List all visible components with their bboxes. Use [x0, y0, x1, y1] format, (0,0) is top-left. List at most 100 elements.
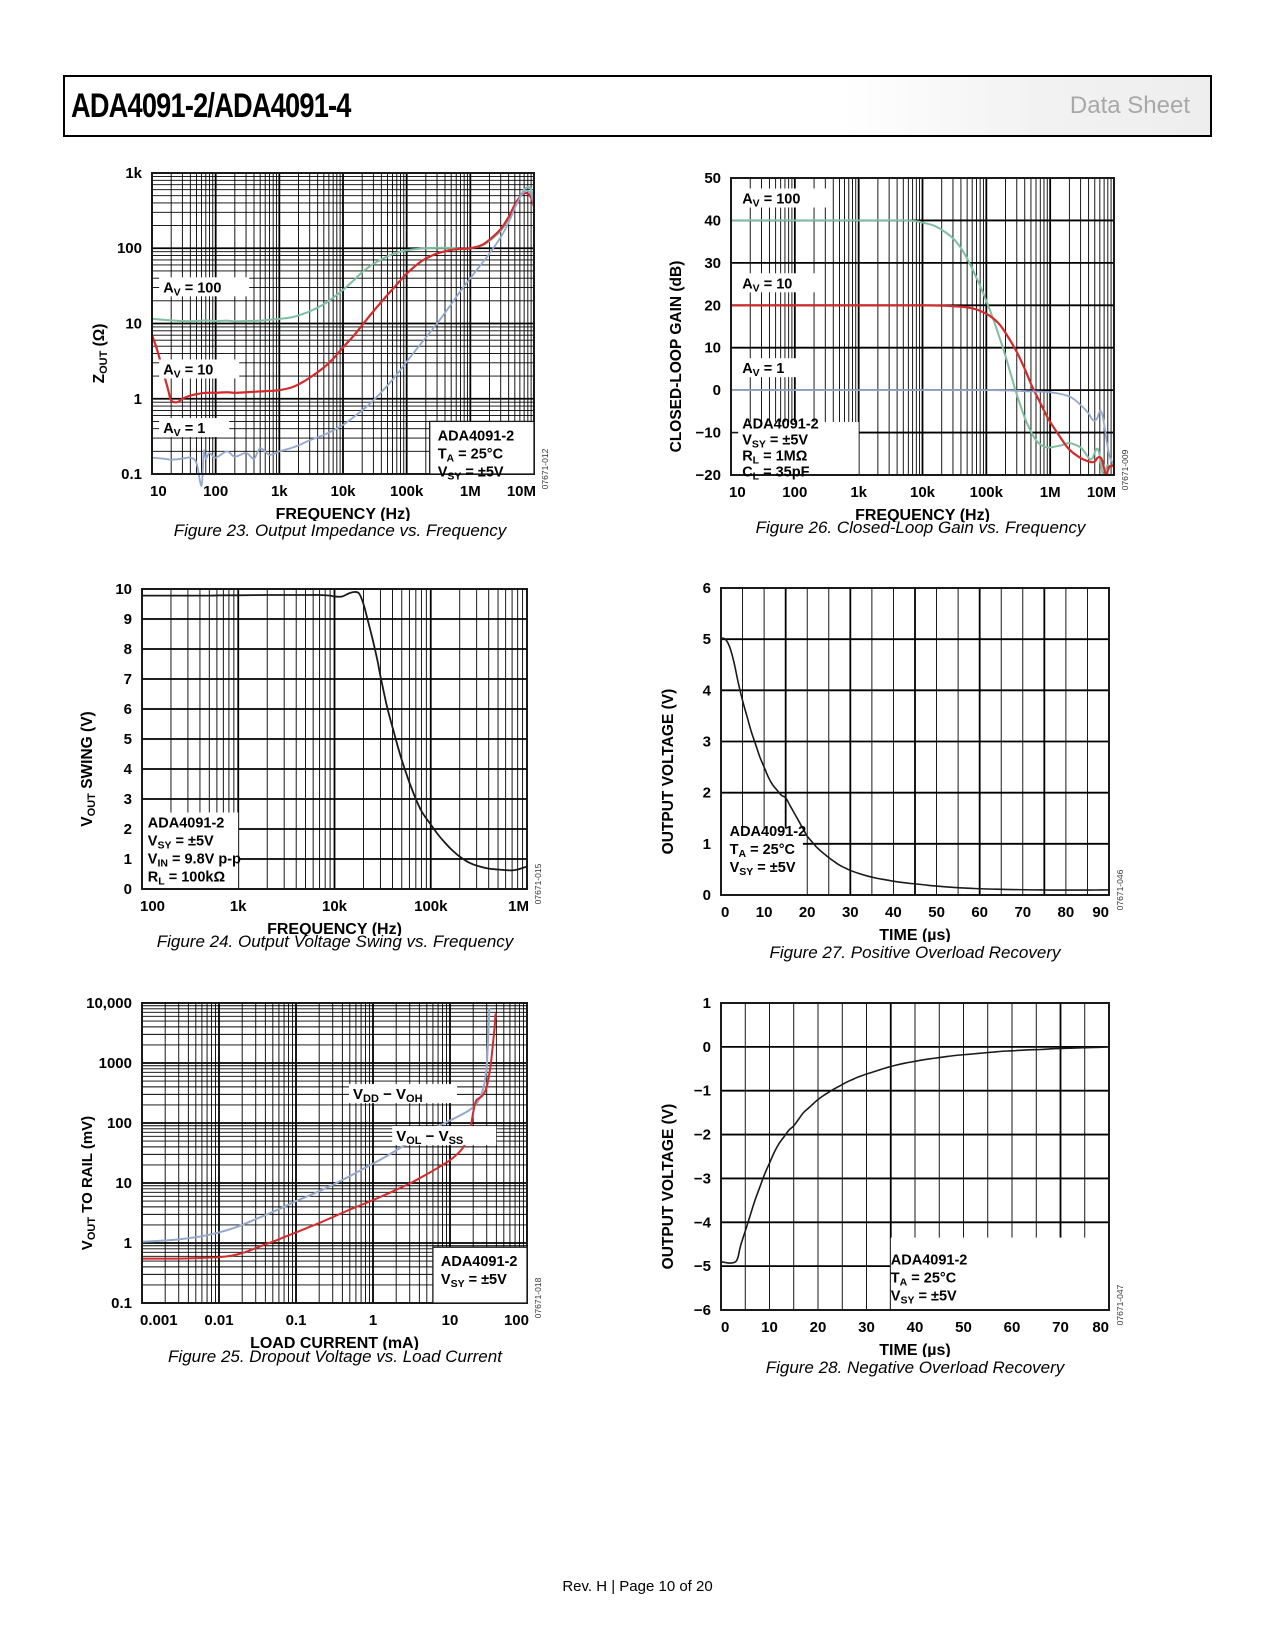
svg-text:20: 20	[704, 297, 721, 314]
svg-text:0: 0	[124, 881, 132, 898]
svg-text:6: 6	[124, 701, 132, 718]
svg-text:1M: 1M	[1040, 484, 1061, 501]
svg-text:8: 8	[124, 641, 132, 658]
svg-text:100: 100	[117, 240, 142, 257]
svg-text:0: 0	[702, 1039, 710, 1056]
svg-text:−2: −2	[693, 1126, 710, 1143]
svg-text:10: 10	[116, 1175, 133, 1192]
svg-text:0.001: 0.001	[140, 1312, 178, 1329]
svg-text:OUTPUT VOLTAGE (V): OUTPUT VOLTAGE (V)	[660, 689, 677, 855]
svg-text:20: 20	[798, 904, 815, 921]
svg-text:CL​ = 35pF: CL​ = 35pF	[742, 464, 809, 482]
svg-text:1k: 1k	[271, 483, 288, 500]
svg-text:100: 100	[140, 898, 165, 915]
svg-text:70: 70	[1052, 1319, 1069, 1336]
svg-text:VOUT​ TO RAIL (mV): VOUT​ TO RAIL (mV)	[79, 1115, 98, 1249]
svg-text:100k: 100k	[390, 483, 424, 500]
svg-text:10: 10	[729, 484, 746, 501]
svg-text:AV​ = 1: AV​ = 1	[163, 421, 205, 439]
svg-text:100: 100	[782, 484, 807, 501]
svg-text:30: 30	[842, 904, 859, 921]
svg-text:10: 10	[116, 581, 133, 598]
svg-text:1k: 1k	[230, 898, 247, 915]
svg-text:100: 100	[203, 483, 228, 500]
svg-text:10k: 10k	[910, 484, 936, 501]
svg-text:10: 10	[761, 1319, 778, 1336]
svg-text:10M: 10M	[506, 483, 535, 500]
svg-text:5: 5	[124, 731, 132, 748]
svg-text:07671-015: 07671-015	[533, 863, 542, 904]
svg-text:−5: −5	[693, 1258, 710, 1275]
svg-text:30: 30	[858, 1319, 875, 1336]
svg-text:3: 3	[124, 791, 132, 808]
svg-text:0: 0	[713, 382, 721, 399]
svg-text:9: 9	[124, 611, 132, 628]
svg-text:0.01: 0.01	[205, 1312, 234, 1329]
svg-text:AV​ = 10: AV​ = 10	[742, 276, 792, 294]
svg-text:1: 1	[702, 836, 710, 853]
svg-text:0.1: 0.1	[121, 466, 142, 483]
svg-text:07671-046: 07671-046	[1115, 869, 1124, 910]
svg-text:−20: −20	[696, 467, 721, 484]
svg-text:1: 1	[702, 995, 710, 1012]
svg-text:10: 10	[704, 339, 721, 356]
svg-text:0.1: 0.1	[286, 1312, 307, 1329]
svg-text:AV​ = 100: AV​ = 100	[163, 280, 221, 298]
svg-text:−1: −1	[693, 1083, 710, 1100]
svg-text:VOUT​ SWING (V): VOUT​ SWING (V)	[79, 711, 98, 826]
svg-text:07671-047: 07671-047	[1115, 1284, 1124, 1325]
svg-text:0.1: 0.1	[112, 1295, 133, 1312]
svg-text:40: 40	[885, 904, 902, 921]
svg-text:40: 40	[906, 1319, 923, 1336]
svg-text:TIME (µs): TIME (µs)	[879, 927, 950, 942]
svg-text:10: 10	[755, 904, 772, 921]
svg-text:07671-012: 07671-012	[540, 448, 549, 489]
svg-text:10k: 10k	[322, 898, 348, 915]
svg-text:1: 1	[124, 1235, 132, 1252]
svg-text:TIME (µs): TIME (µs)	[879, 1342, 950, 1357]
svg-text:10,000: 10,000	[87, 995, 133, 1012]
svg-text:ADA4091-2: ADA4091-2	[742, 416, 819, 432]
svg-text:1M: 1M	[459, 483, 480, 500]
svg-text:70: 70	[1014, 904, 1031, 921]
svg-text:ADA4091-2: ADA4091-2	[437, 428, 514, 444]
svg-text:AV​ = 100: AV​ = 100	[742, 191, 800, 209]
svg-text:0: 0	[721, 904, 729, 921]
svg-text:1: 1	[124, 851, 132, 868]
svg-text:100k: 100k	[415, 898, 449, 915]
svg-text:5: 5	[702, 631, 710, 648]
svg-text:80: 80	[1057, 904, 1074, 921]
svg-text:−3: −3	[693, 1170, 710, 1187]
svg-text:90: 90	[1092, 904, 1109, 921]
svg-text:ADA4091-2: ADA4091-2	[441, 1254, 518, 1270]
svg-text:10: 10	[125, 315, 142, 332]
svg-text:50: 50	[928, 904, 945, 921]
svg-text:ADA4091-2: ADA4091-2	[729, 824, 806, 840]
svg-text:6: 6	[702, 580, 710, 597]
svg-text:1M: 1M	[509, 898, 530, 915]
svg-text:0: 0	[721, 1319, 729, 1336]
svg-text:OUTPUT VOLTAGE (V): OUTPUT VOLTAGE (V)	[660, 1104, 677, 1270]
svg-text:50: 50	[955, 1319, 972, 1336]
svg-text:80: 80	[1092, 1319, 1109, 1336]
svg-text:07671-009: 07671-009	[1120, 449, 1129, 490]
svg-text:100: 100	[504, 1312, 529, 1329]
svg-text:2: 2	[124, 821, 132, 838]
svg-text:ZOUT​ (Ω): ZOUT​ (Ω)	[91, 323, 110, 383]
svg-text:AV​ = 10: AV​ = 10	[163, 362, 213, 380]
svg-text:1: 1	[133, 391, 141, 408]
svg-text:40: 40	[704, 212, 721, 229]
svg-text:100k: 100k	[970, 484, 1004, 501]
svg-text:−4: −4	[693, 1214, 711, 1231]
svg-text:0: 0	[702, 887, 710, 904]
svg-text:3: 3	[702, 733, 710, 750]
svg-text:4: 4	[124, 761, 133, 778]
svg-text:1k: 1k	[850, 484, 867, 501]
svg-text:1000: 1000	[99, 1055, 132, 1072]
svg-text:CLOSED-LOOP GAIN (dB): CLOSED-LOOP GAIN (dB)	[668, 260, 685, 452]
svg-text:50: 50	[704, 170, 721, 187]
svg-text:7: 7	[124, 671, 132, 688]
svg-text:20: 20	[809, 1319, 826, 1336]
svg-text:FREQUENCY (Hz): FREQUENCY (Hz)	[275, 506, 410, 521]
svg-text:10: 10	[442, 1312, 459, 1329]
